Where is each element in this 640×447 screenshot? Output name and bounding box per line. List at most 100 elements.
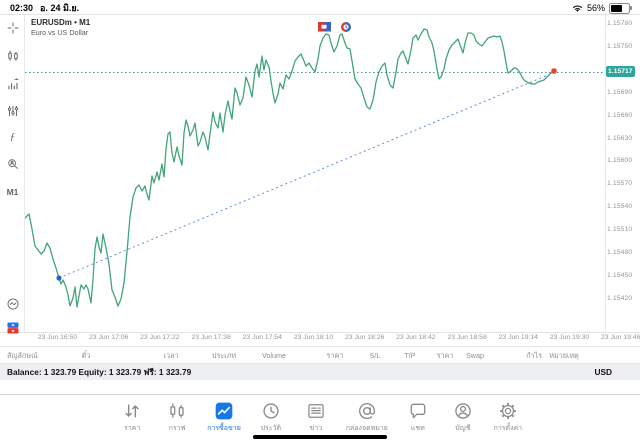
history-icon [261,401,281,421]
candles-icon[interactable] [5,48,20,63]
account-balance-summary: Balance: 1 323.79 Equity: 1 323.79 ฟรี: … [7,367,192,377]
price-axis-label: 1.15450 [607,271,633,279]
nav-item-label: การตั้งค่า [493,425,523,432]
price-axis-label: 1.15690 [607,88,633,96]
nav-item-news[interactable]: ข่าว [301,401,331,434]
chat-icon [408,401,428,421]
time-axis: 23 Jun 16:50 23 Jun 17:06 23 Jun 17:22 23 J… [0,333,640,345]
news-flag-icon[interactable] [318,22,331,32]
account-currency: USD [594,367,612,377]
price-chart[interactable] [25,15,605,332]
symbol-description: Euro vs US Dollar [31,28,89,37]
nav-item-label: กล่องจดหมาย [345,425,388,432]
chart-region: ƒ M1 [0,14,640,335]
crosshair-icon[interactable] [5,20,20,35]
chart-preview-icon[interactable] [5,296,20,311]
nav-item-label: บัญชี [455,425,471,432]
price-axis-label: 1.15480 [607,249,633,256]
table-column-header[interactable]: T/P [404,351,416,360]
nav-item-chat[interactable]: แชท [403,401,433,434]
price-axis-label: 1.15780 [607,20,633,27]
nav-item-quotes[interactable]: ราคา [117,401,147,434]
nav-item-label: การซื้อขาย [207,425,241,432]
nav-item-account[interactable]: บัญชี [448,401,478,434]
nav-item-label: ราคา [123,425,141,432]
battery-percent: 56% [586,3,605,13]
positions-table-header: สัญลักษณ์ ตั๋ว เวลา ประเภท Volume ราคา S/L T/P ร… [0,346,640,363]
time-axis-label: 23 Jun 17:54 [242,334,282,341]
bottom-navigation: ราคา กราฟ การซื้อขาย ประวัติ ข่าว กล่องจดหมาย… [0,394,640,447]
clock-time: 02:30 [10,3,34,13]
price-axis-label: 1.15630 [607,134,633,142]
settings-icon [498,401,518,421]
quotes-icon [122,401,142,421]
trendline[interactable] [58,72,554,279]
table-column-header[interactable]: กำไร [526,351,542,360]
chart-toolbar: ƒ M1 [0,15,25,335]
nav-item-settings[interactable]: การตั้งค่า [493,401,523,434]
news-icon [306,401,326,421]
table-column-header[interactable]: S/L [369,351,381,360]
time-axis-label: 23 Jun 18:58 [447,334,487,341]
one-click-trading-icon[interactable] [5,320,20,335]
time-axis-label: 23 Jun 18:42 [396,334,436,341]
nav-item-mailbox[interactable]: กล่องจดหมาย [346,401,388,434]
status-bar: 02:30 อ. 24 มิ.ย. 56% [0,0,640,15]
chart-title: EURUSDm • M1 Euro vs US Dollar [31,18,90,37]
news-clock-icon[interactable] [341,22,351,32]
current-price-tag: 1.15717 [606,66,635,77]
table-column-header[interactable]: ราคา [326,351,344,360]
table-column-header[interactable]: ประเภท [211,351,237,360]
table-column-header[interactable]: Swap [466,351,484,360]
time-axis-label: 23 Jun 17:22 [140,334,180,341]
table-column-header[interactable]: ตั๋ว [81,351,91,360]
table-column-header[interactable]: ราคา [436,351,454,360]
time-axis-label: 23 Jun 19:46 [601,334,640,341]
chart-icon [167,401,187,421]
time-axis-label: 23 Jun 16:50 [37,334,78,341]
status-date: อ. 24 มิ.ย. [40,3,80,13]
price-axis-label: 1.15600 [607,157,633,165]
account-summary-bar: Balance: 1 323.79 Equity: 1 323.79 ฟรี: … [0,363,640,380]
nav-item-label: ข่าว [309,425,323,432]
price-line-series [25,28,554,308]
price-axis-label: 1.15750 [607,42,633,50]
time-axis-label: 23 Jun 18:26 [345,334,385,341]
last-price-marker [551,68,557,74]
trendline-anchor-marker[interactable] [56,275,62,281]
time-axis-label: 23 Jun 19:30 [549,334,590,341]
time-axis-label: 23 Jun 17:38 [191,334,231,341]
trade-icon [214,401,234,421]
nav-item-trade[interactable]: การซื้อขาย [207,401,241,434]
wifi-icon [572,4,583,13]
home-indicator[interactable] [253,435,387,439]
indicators-icon[interactable] [5,76,20,91]
price-axis-label: 1.15660 [607,111,633,119]
table-column-header[interactable]: เวลา [163,351,179,360]
nav-item-label: แชท [410,425,425,432]
battery-icon [609,2,632,14]
nav-item-history[interactable]: ประวัติ [256,401,286,434]
timeframe-button[interactable]: M1 [6,186,19,197]
mailbox-icon [357,401,377,421]
table-column-header[interactable]: สัญลักษณ์ [7,351,38,360]
sliders-icon[interactable] [5,103,20,118]
account-icon [453,401,473,421]
table-column-header[interactable]: Volume [262,351,286,360]
time-axis-label: 23 Jun 18:10 [293,334,334,341]
price-axis-label: 1.15420 [607,294,633,302]
objects-icon[interactable] [5,156,20,171]
price-axis-label: 1.15510 [607,226,633,234]
nav-item-label: ประวัติ [260,425,282,432]
price-axis-divider [605,15,606,332]
price-axis-label: 1.15570 [607,180,633,188]
symbol-label: EURUSDm • M1 [31,18,91,27]
nav-item-label: กราฟ [168,425,186,432]
price-axis-label: 1.15540 [607,203,633,211]
time-axis-label: 23 Jun 19:14 [498,334,538,341]
function-icon[interactable]: ƒ [9,130,16,143]
time-axis-label: 23 Jun 17:06 [89,334,129,341]
nav-item-chart[interactable]: กราฟ [162,401,192,434]
table-column-header[interactable]: หมายเหตุ [549,351,579,360]
